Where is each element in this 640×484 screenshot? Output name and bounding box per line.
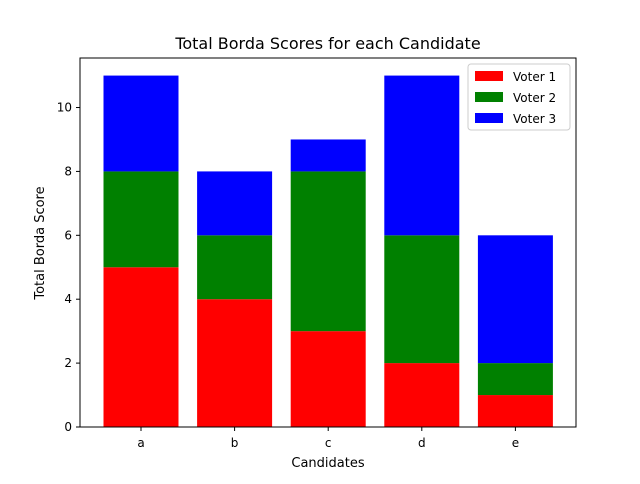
legend-label-series-1: Voter 1 (513, 70, 556, 84)
bar-a-series-3 (103, 75, 179, 172)
bar-c-series-1 (290, 331, 366, 427)
x-tick-label: e (512, 436, 519, 450)
bar-b-series-2 (197, 235, 273, 300)
bar-c-series-3 (290, 139, 366, 172)
y-tick-label: 4 (64, 292, 72, 306)
bar-a-series-2 (103, 171, 179, 268)
legend-swatch-series-1 (475, 71, 503, 81)
y-tick-label: 0 (64, 420, 72, 434)
bar-b-series-3 (197, 171, 273, 236)
bar-e-series-2 (477, 363, 553, 396)
x-tick-label: d (418, 436, 426, 450)
y-tick-label: 6 (64, 228, 72, 242)
legend-label-series-3: Voter 3 (513, 112, 556, 126)
x-axis-label: Candidates (291, 456, 364, 471)
bar-e-series-3 (477, 235, 553, 364)
bar-e-series-1 (477, 395, 553, 427)
bar-d-series-3 (384, 75, 460, 236)
bar-d-series-2 (384, 235, 460, 364)
legend-label-series-2: Voter 2 (513, 91, 556, 105)
x-tick-label: c (325, 436, 332, 450)
x-tick-label: a (137, 436, 144, 450)
chart-title: Total Borda Scores for each Candidate (174, 34, 480, 53)
bar-d-series-1 (384, 363, 460, 427)
bar-a-series-1 (103, 267, 179, 427)
legend-swatch-series-3 (475, 113, 503, 123)
y-tick-label: 2 (64, 356, 72, 370)
bar-b-series-1 (197, 299, 273, 427)
legend-swatch-series-2 (475, 92, 503, 102)
x-tick-label: b (231, 436, 239, 450)
y-axis-label: Total Borda Score (33, 186, 48, 300)
bar-c-series-2 (290, 171, 366, 332)
y-tick-label: 8 (64, 164, 72, 178)
y-tick-label: 10 (57, 101, 72, 115)
plot-area: a b c d e 0 2 4 6 8 10 (57, 57, 577, 450)
legend: Voter 1 Voter 2 Voter 3 (467, 63, 571, 131)
